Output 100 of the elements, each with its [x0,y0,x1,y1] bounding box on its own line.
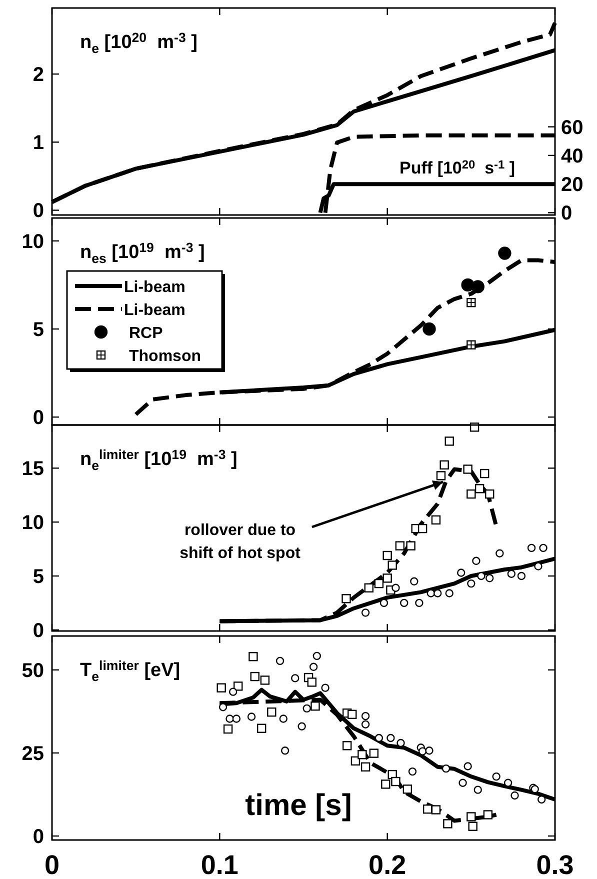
point [422,322,436,336]
point [216,683,226,692]
point [408,767,417,776]
point [226,714,234,723]
point [480,468,490,478]
point [443,819,452,828]
point [422,804,432,814]
point [234,682,243,691]
point [485,489,494,499]
point [228,688,238,696]
y-tick-label: 25 [22,742,44,765]
point [457,568,466,577]
point [309,662,318,671]
point [361,712,370,720]
point [483,810,493,820]
point [507,570,516,578]
text: n$_{e}$$^{limiter}$ [10$^{19}$ m$^{-3}$ ] [80,447,238,473]
point [279,714,288,723]
point [474,484,484,494]
point [510,791,519,800]
y2-tick-label: 20 [561,174,584,196]
point [382,574,392,583]
point [472,556,480,565]
x-axis-title: time [s] [245,789,352,822]
y-tick-label: 0 [32,407,44,430]
x-tick-label: 0.3 [536,850,574,879]
point [381,780,390,789]
point [436,471,446,480]
legend-label: RCP [129,325,164,342]
point [358,750,367,760]
x-tick-label: 0.2 [368,850,406,879]
point [400,598,408,608]
y-tick-label: 50 [22,660,44,682]
point [477,572,486,580]
point [374,578,384,588]
point [260,676,270,685]
point [440,460,449,470]
y-tick-label: 0 [32,620,44,642]
point [431,805,441,814]
point [247,712,256,721]
point [458,778,467,787]
point [392,584,400,592]
point [380,598,388,608]
point [410,577,418,586]
point [348,710,357,720]
y-tick-label: 0 [32,200,44,222]
point [471,280,484,294]
point [537,795,546,804]
legend-label: Thomson [129,348,201,365]
y-tick-label: 10 [22,512,44,534]
point [442,764,450,773]
point [539,544,548,552]
point [388,560,397,570]
point [418,747,427,756]
point [232,714,241,723]
point [391,776,400,786]
point [382,550,392,560]
y-tick-label: 1 [32,132,44,154]
point [498,246,512,260]
point [248,652,258,662]
point [474,786,482,794]
point [276,656,284,666]
point [342,741,352,750]
point [321,684,330,692]
point [444,436,454,446]
point [445,589,454,598]
point [468,822,478,831]
point [431,515,441,525]
point [504,778,512,787]
point [492,772,500,781]
point [223,724,233,734]
text: T$_{e}$$^{limiter}$ [eV] [80,658,180,684]
point [517,572,526,580]
point [527,544,536,552]
point [418,524,428,534]
point [256,724,266,733]
point [415,598,424,608]
point [360,762,370,772]
legend-label: Li-beam [124,279,186,296]
point [434,589,442,598]
y2-tick-label: 60 [561,116,584,139]
point [307,678,316,687]
point [342,594,351,604]
point [310,702,320,711]
point [280,746,290,755]
point [364,583,374,592]
point [395,541,405,550]
x-tick-label: 0.1 [200,850,238,879]
point [466,812,476,822]
y2-axis-title: Puff [10$^{20}$ s$^{-1}$ ] [400,157,515,178]
point [386,734,395,742]
point [486,574,494,582]
y2-tick-label: 40 [561,145,584,168]
y-tick-label: 5 [32,318,44,341]
y-tick-label: 0 [32,826,44,848]
point [467,579,476,588]
point [267,707,276,717]
point [426,589,436,598]
point [534,562,542,570]
point [312,652,322,660]
